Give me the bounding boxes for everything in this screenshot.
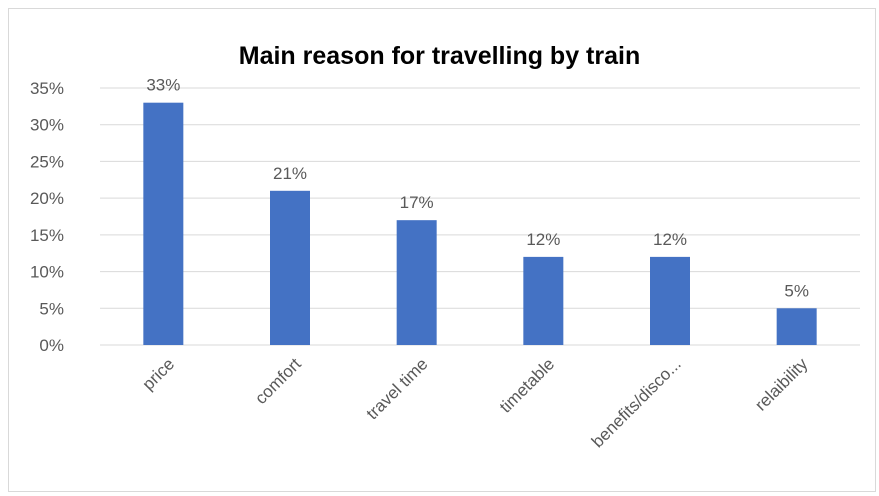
y-tick-label: 30% [30, 116, 64, 135]
y-tick-label: 15% [30, 226, 64, 245]
bar [523, 256, 564, 345]
data-labels: 33% 21% 17% 12% 12% 5% [146, 76, 809, 301]
x-tick-label: benefits/disco... [588, 354, 685, 451]
x-tick-label: relaibility [751, 354, 812, 415]
y-tick-label: 20% [30, 189, 64, 208]
y-tick-label: 0% [39, 336, 64, 355]
y-tick-label: 10% [30, 263, 64, 282]
x-tick-label: timetable [496, 354, 558, 416]
y-axis-tick-labels: 0% 5% 10% 15% 20% 25% 30% 35% [30, 79, 64, 355]
y-tick-label: 5% [39, 299, 64, 318]
data-label: 5% [784, 281, 809, 300]
y-tick-label: 35% [30, 79, 64, 98]
x-tick-label: price [139, 354, 178, 393]
data-label: 33% [146, 76, 180, 95]
bar [776, 308, 817, 345]
data-label: 17% [400, 193, 434, 212]
chart-title: Main reason for travelling by train [238, 42, 641, 70]
bar [270, 190, 310, 345]
x-tick-label: comfort [251, 354, 305, 408]
bar [650, 256, 690, 345]
bar [143, 102, 184, 345]
gridlines [100, 87, 860, 346]
data-label: 12% [526, 230, 560, 249]
x-tick-label: travel time [363, 354, 432, 423]
data-label: 12% [653, 230, 687, 249]
data-label: 21% [273, 164, 307, 183]
x-axis-tick-labels: price comfort travel time timetable benefits… [139, 354, 812, 451]
y-tick-label: 25% [30, 152, 64, 171]
bars [143, 102, 817, 345]
bar [396, 220, 437, 345]
